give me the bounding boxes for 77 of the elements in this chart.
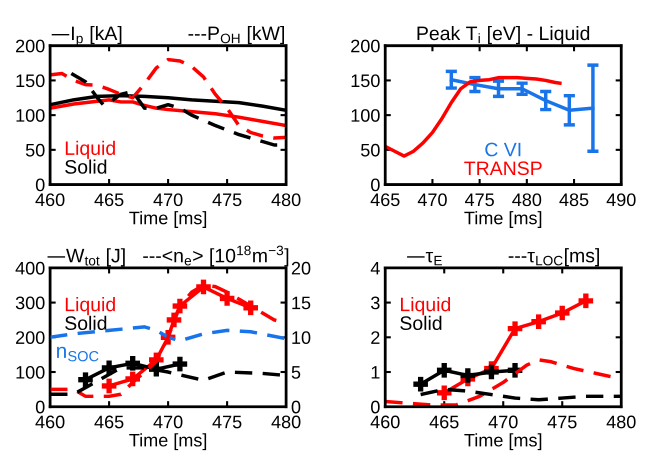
line-series — [50, 58, 286, 140]
y-tick-label: 100 — [352, 109, 380, 122]
x-tick-label: 460 — [370, 416, 400, 428]
x-tick-label: 470 — [153, 416, 182, 428]
point — [460, 368, 476, 383]
x-tick-label: 460 — [35, 416, 64, 428]
y2-tick-label: 10 — [292, 331, 310, 344]
point — [436, 386, 452, 400]
x-tick-label: 465 — [94, 416, 124, 428]
x-tick-label: 470 — [153, 193, 182, 206]
chart-title: —τ$_{E}$ ---τ$_{LOC}$[ms] — [407, 248, 599, 266]
x-tick-label: 480 — [271, 193, 300, 206]
series-label: Liquid — [66, 140, 115, 159]
x-axis-title: Time [ms] — [129, 211, 206, 228]
x-tick-label: 485 — [559, 193, 588, 206]
y-tick-label: 100 — [16, 109, 45, 122]
text: Solid — [65, 159, 106, 174]
y-tick-label: 0 — [371, 178, 380, 192]
line-series — [385, 76, 562, 158]
y-tick-label: 300 — [16, 296, 45, 310]
text: Liquid — [400, 297, 450, 316]
text: Liquid — [66, 297, 115, 316]
point — [484, 364, 499, 380]
x-axis-title: Time [ms] — [464, 211, 542, 228]
x-tick-label: 470 — [418, 193, 447, 206]
x-tick-label: 465 — [370, 193, 400, 206]
y2-tick-label: 0 — [292, 400, 300, 414]
y-tick-label: 200 — [16, 40, 45, 52]
text: C VI — [485, 142, 520, 156]
y-tick-label: 50 — [361, 144, 380, 157]
point — [531, 314, 546, 329]
point — [508, 321, 522, 336]
x-axis-title: Time [ms] — [464, 433, 542, 450]
x-tick-label: 490 — [606, 193, 636, 206]
y-tick-label: 150 — [16, 74, 45, 88]
x-axis-title: Time [ms] — [129, 433, 206, 450]
y2-tick-label: 5 — [292, 366, 300, 379]
x-tick-label: 480 — [606, 416, 636, 428]
x-tick-label: 470 — [488, 416, 518, 428]
x-tick-label: 460 — [35, 193, 64, 206]
series-label: Solid — [65, 316, 106, 330]
point — [102, 378, 116, 394]
y-tick-label: 200 — [16, 331, 45, 344]
x-tick-label: 475 — [548, 416, 577, 428]
y-tick-label: 400 — [16, 262, 45, 275]
x-tick-label: 475 — [212, 194, 242, 206]
x-tick-label: 465 — [430, 416, 459, 428]
y-tick-label: 0 — [36, 400, 45, 414]
y-tick-label: 2 — [371, 331, 380, 344]
y-tick-label: 50 — [26, 144, 45, 157]
x-tick-label: 475 — [464, 194, 494, 206]
chart-title: Peak T$_{i}$ [eV] - Liquid — [418, 26, 590, 44]
series-label: Solid — [400, 316, 442, 330]
y-tick-label: 150 — [352, 74, 380, 88]
x-tick-label: 475 — [212, 416, 242, 428]
point — [172, 356, 188, 372]
y2-tick-label: 15 — [292, 296, 310, 310]
point — [436, 362, 452, 378]
point — [413, 376, 428, 392]
x-tick-label: 465 — [94, 193, 124, 206]
y-tick-label: 100 — [16, 366, 45, 379]
text: TRANSP — [464, 161, 542, 176]
x-tick-label: 480 — [512, 193, 542, 206]
series-label: n$_{SOC}$ — [57, 346, 98, 362]
y-tick-label: 3 — [371, 296, 380, 310]
x-tick-label: 480 — [271, 416, 300, 428]
point — [578, 294, 594, 308]
y-tick-label: 1 — [372, 366, 380, 379]
point — [554, 306, 570, 320]
y-tick-label: 0 — [36, 178, 45, 192]
y-tick-label: 200 — [351, 40, 380, 52]
chart-title: —W$_{tot}$ [J] ---<n$_{e}$> [10$^{18}$m$^{−3}$] — [48, 246, 288, 266]
y-tick-label: 4 — [370, 262, 380, 274]
y2-tick-label: 20 — [292, 262, 310, 275]
y-tick-label: 0 — [371, 400, 380, 414]
point — [220, 291, 234, 306]
point — [78, 372, 93, 387]
